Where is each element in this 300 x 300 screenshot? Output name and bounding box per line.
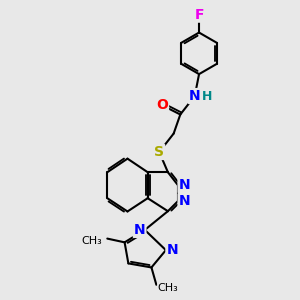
Text: CH₃: CH₃ — [81, 236, 102, 247]
Text: N: N — [167, 243, 178, 257]
Text: O: O — [156, 98, 168, 112]
Text: S: S — [154, 145, 164, 159]
Text: N: N — [178, 194, 190, 208]
Text: N: N — [178, 178, 190, 192]
Text: CH₃: CH₃ — [158, 283, 178, 293]
Text: H: H — [202, 89, 212, 103]
Text: N: N — [134, 223, 146, 237]
Text: F: F — [194, 8, 204, 22]
Text: N: N — [189, 89, 200, 103]
